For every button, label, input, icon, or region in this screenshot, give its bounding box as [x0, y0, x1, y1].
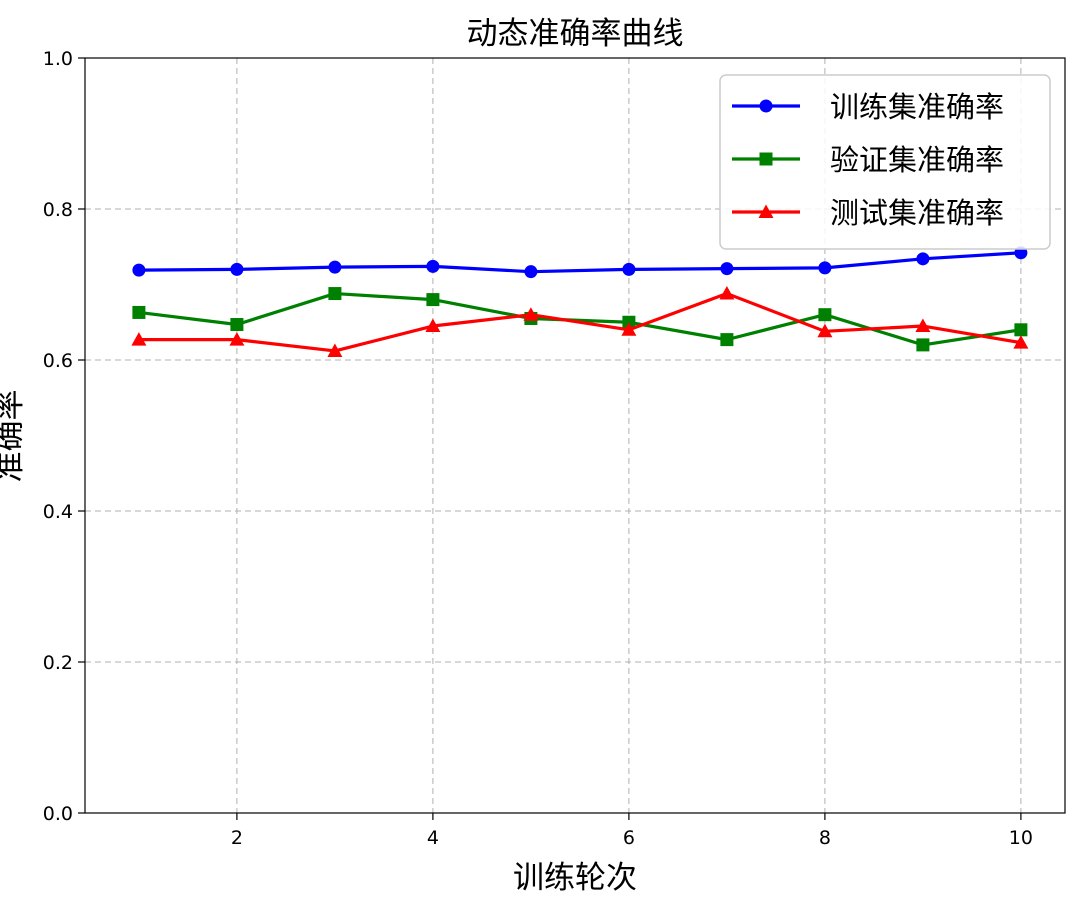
data-point	[328, 260, 342, 274]
data-point	[720, 333, 734, 347]
data-point	[132, 305, 146, 319]
chart-title: 动态准确率曲线	[467, 16, 684, 52]
y-tick-label: 0.0	[43, 803, 73, 825]
y-tick-label: 0.4	[43, 501, 73, 523]
data-point	[425, 318, 441, 333]
data-point	[230, 318, 244, 332]
x-axis-label: 训练轮次	[513, 860, 637, 896]
legend-label: 测试集准确率	[830, 196, 1004, 230]
data-point	[622, 315, 636, 329]
plot-frame	[84, 57, 1066, 814]
series-group	[131, 246, 1029, 357]
data-point	[915, 318, 931, 333]
data-point	[720, 262, 734, 276]
data-point	[621, 322, 637, 336]
legend-entry: 测试集准确率	[732, 196, 1004, 230]
legend-box	[719, 74, 1051, 250]
data-point	[1013, 335, 1029, 349]
x-tick-label: 10	[1009, 827, 1033, 849]
data-point	[916, 338, 930, 352]
y-tick-label: 0.2	[43, 652, 73, 674]
data-point	[1014, 323, 1028, 337]
legend-marker	[759, 99, 773, 113]
data-point	[426, 259, 440, 273]
series-line	[138, 291, 1022, 353]
data-point	[426, 293, 440, 307]
data-point	[719, 286, 735, 300]
x-tick-label: 2	[231, 827, 243, 849]
data-point	[327, 343, 343, 357]
y-tick-label: 0.8	[43, 199, 73, 221]
legend-marker	[759, 152, 773, 166]
series-line	[138, 251, 1021, 274]
x-tick-label: 8	[819, 827, 831, 849]
x-tick-label: 6	[623, 827, 635, 849]
data-point	[328, 287, 342, 301]
data-point	[229, 332, 245, 346]
data-point	[132, 263, 146, 277]
data-point	[622, 262, 636, 276]
series-3	[131, 286, 1029, 357]
data-point	[818, 308, 832, 322]
legend-entry: 验证集准确率	[732, 143, 1004, 177]
axis-ticks: 2 4 6 8 10 0.0 0.2 0.4 0.6 0.8 1.0	[43, 48, 1033, 849]
data-point	[524, 265, 538, 279]
legend-label: 训练集准确率	[830, 90, 1004, 124]
data-point	[916, 252, 930, 266]
data-point	[230, 262, 244, 276]
x-tick-label: 4	[427, 827, 439, 849]
y-tick-label: 1.0	[43, 48, 73, 70]
legend-entry: 训练集准确率	[732, 90, 1004, 124]
data-point	[818, 261, 832, 275]
legend-label: 验证集准确率	[830, 143, 1004, 177]
legend-marker	[758, 204, 774, 218]
data-point	[817, 323, 833, 338]
data-point	[523, 307, 539, 321]
data-point	[131, 332, 147, 346]
y-axis-label: 准确率	[0, 390, 28, 483]
y-tick-label: 0.6	[43, 350, 73, 372]
